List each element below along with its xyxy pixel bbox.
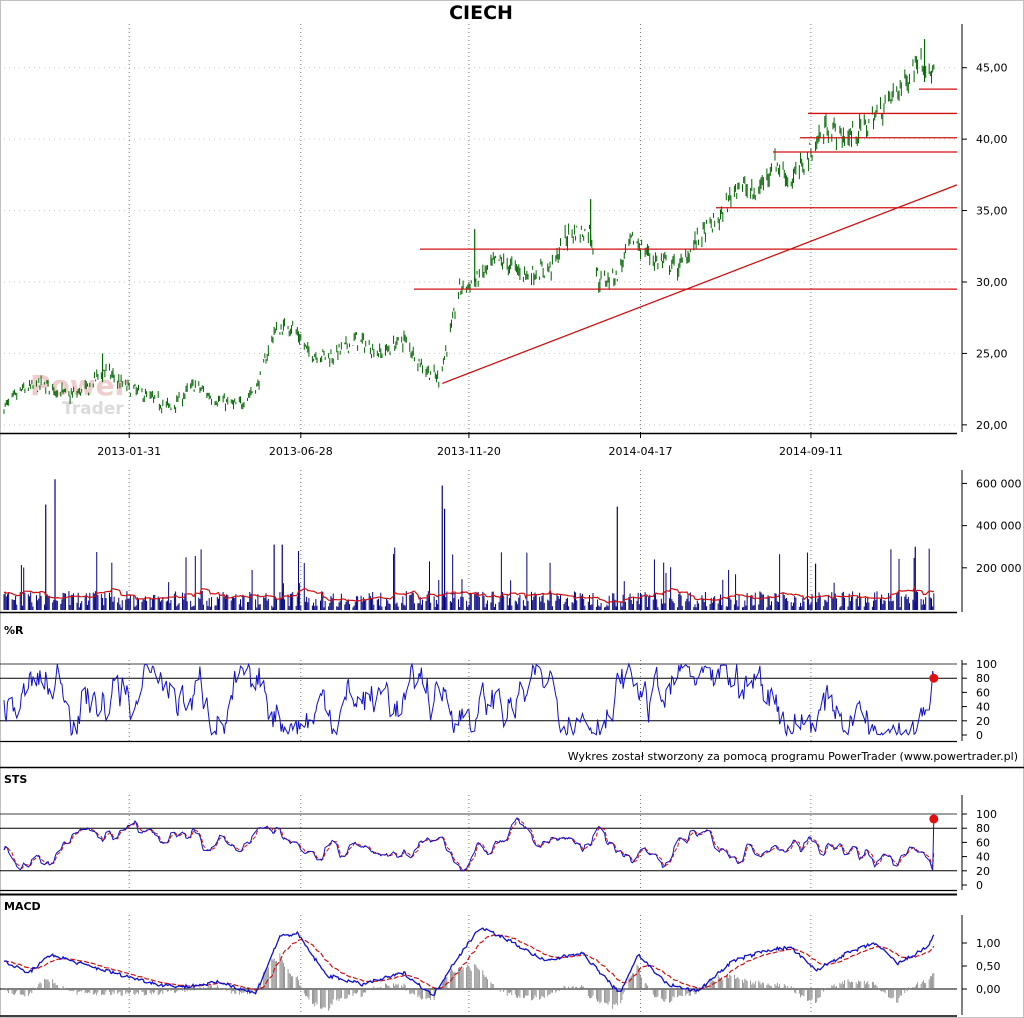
sts-line bbox=[3, 817, 935, 872]
x-tick-label: 2013-11-20 bbox=[437, 445, 501, 458]
sts-signal-line bbox=[3, 818, 935, 872]
watermark-top: Power bbox=[30, 369, 129, 402]
macd-signal-line bbox=[4, 934, 935, 991]
price-panel: 2013-01-31 2013-06-28 2013-11-20 2014-04-17… bbox=[0, 24, 1008, 458]
sts-y-tick-label: 0 bbox=[976, 879, 983, 892]
price-y-tick-label: 40,00 bbox=[976, 133, 1008, 146]
price-y-tick-label: 45,00 bbox=[976, 62, 1008, 75]
wr-y-tick-label: 0 bbox=[976, 729, 983, 742]
wr-line bbox=[3, 662, 935, 737]
wr-last-value-marker bbox=[929, 673, 939, 683]
wr-y-tick-label: 60 bbox=[976, 686, 990, 699]
x-tick-label: 2014-09-11 bbox=[779, 445, 843, 458]
sts-y-tick-label: 20 bbox=[976, 865, 990, 878]
price-y-tick-label: 25,00 bbox=[976, 347, 1008, 360]
price-y-tick-label: 30,00 bbox=[976, 276, 1008, 289]
chart-title: CIECH bbox=[449, 2, 513, 24]
price-y-tick-label: 20,00 bbox=[976, 419, 1008, 432]
sts-y-tick-label: 100 bbox=[976, 808, 997, 821]
sts-y-tick-label: 60 bbox=[976, 836, 990, 849]
wr-y-tick-label: 40 bbox=[976, 701, 990, 714]
x-tick-label: 2014-04-17 bbox=[609, 445, 673, 458]
price-y-tick-label: 35,00 bbox=[976, 205, 1008, 218]
volume-y-tick-label: 600 000 bbox=[976, 477, 1022, 490]
x-tick-label: 2013-01-31 bbox=[97, 445, 161, 458]
wr-y-tick-label: 20 bbox=[976, 715, 990, 728]
sts-y-tick-label: 40 bbox=[976, 851, 990, 864]
sts-panel-label: STS bbox=[4, 773, 27, 786]
volume-moving-average bbox=[3, 585, 935, 604]
macd-y-tick-label: 1,00 bbox=[976, 937, 1001, 950]
volume-y-tick-label: 200 000 bbox=[976, 562, 1022, 575]
wr-y-tick-label: 80 bbox=[976, 672, 990, 685]
wr-panel-label: %R bbox=[4, 624, 24, 637]
sts-y-tick-label: 80 bbox=[976, 822, 990, 835]
x-tick-label: 2013-06-28 bbox=[269, 445, 333, 458]
macd-panel-label: MACD bbox=[4, 900, 41, 913]
macd-line bbox=[3, 927, 935, 997]
volume-panel: 200 000 400 000 600 000 bbox=[0, 470, 1022, 614]
wr-y-tick-label: 100 bbox=[976, 658, 997, 671]
macd-y-tick-label: 0,50 bbox=[976, 960, 1001, 973]
volume-y-tick-label: 400 000 bbox=[976, 520, 1022, 533]
sts-last-value-marker bbox=[929, 814, 939, 824]
credit-text: Wykres został stworzony za pomocą progra… bbox=[568, 750, 1018, 763]
macd-panel: 0,00 0,50 1,00 bbox=[0, 915, 1001, 1015]
watermark-bottom: Trader bbox=[62, 399, 124, 419]
macd-y-tick-label: 0,00 bbox=[976, 983, 1001, 996]
trend-line bbox=[442, 184, 958, 385]
